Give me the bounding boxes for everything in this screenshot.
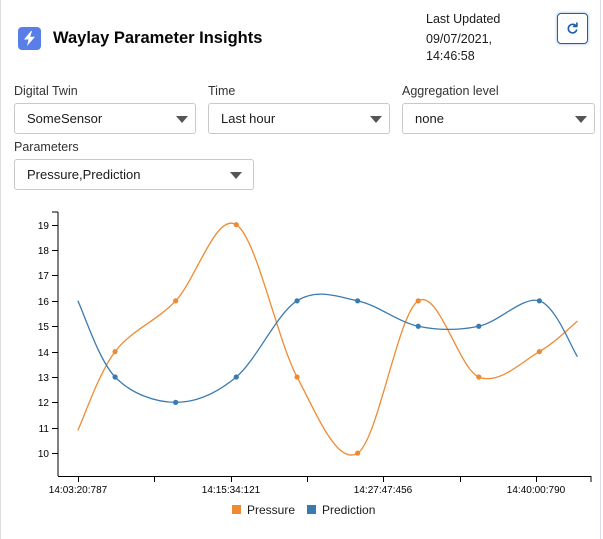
legend-swatch-prediction [307,505,316,514]
aggregation-select[interactable]: none [402,103,595,134]
prediction-data-point [112,374,118,380]
legend-swatch-pressure [232,505,241,514]
x-tick-label: 14:27:47:456 [354,485,413,496]
time-label: Time [208,84,236,98]
last-updated-label: Last Updated [426,12,501,26]
y-tick-label: 11 [39,424,50,435]
y-tick-label: 18 [38,246,50,257]
digital-twin-label: Digital Twin [14,84,78,98]
x-tick-label: 14:40:00:790 [507,485,566,496]
last-updated-date: 09/07/2021, [426,32,493,46]
pressure-data-point [355,450,361,456]
last-updated-info: Last Updated 09/07/2021, 14:46:58 [426,11,500,65]
parameters-value: Pressure,Prediction [27,167,141,182]
y-tick-label: 14 [38,348,50,359]
prediction-series-line [77,293,579,404]
prediction-data-point [476,323,482,329]
prediction-data-point [415,323,421,329]
aggregation-label: Aggregation level [402,84,499,98]
time-select[interactable]: Last hour [208,103,390,134]
refresh-icon [567,22,578,34]
x-tick-label: 14:03:20:787 [49,485,108,496]
lightning-bolt-icon [18,27,41,50]
aggregation-value: none [415,111,444,126]
card-edge [0,0,1,539]
x-tick-label: 14:15:34:121 [202,485,261,496]
y-tick-label: 13 [38,373,50,384]
chevron-down-icon [230,172,242,179]
legend-label-prediction: Prediction [322,503,376,517]
legend-item-pressure[interactable]: Pressure [232,503,295,517]
y-tick-label: 16 [38,297,50,308]
parameters-select[interactable]: Pressure,Prediction [14,159,254,190]
y-tick-label: 12 [38,398,50,409]
prediction-data-point [355,298,361,304]
pressure-data-point [112,349,118,355]
legend-item-prediction[interactable]: Prediction [307,503,375,517]
legend-label-pressure: Pressure [247,503,296,517]
pressure-data-point [536,349,542,355]
digital-twin-value: SomeSensor [27,111,103,126]
digital-twin-select[interactable]: SomeSensor [14,103,196,134]
y-tick-label: 10 [38,449,50,460]
pressure-data-point [476,374,482,380]
prediction-data-point [536,298,542,304]
time-value: Last hour [221,111,276,126]
chevron-down-icon [575,116,587,123]
chevron-down-icon [370,116,382,123]
y-tick-label: 17 [38,271,50,282]
pressure-data-point [294,374,300,380]
pressure-data-point [173,298,179,304]
refresh-button[interactable] [557,13,588,44]
parameters-label: Parameters [14,140,79,154]
last-updated-time: 14:46:58 [426,49,475,63]
prediction-data-point [233,374,239,380]
y-tick-label: 19 [38,221,50,232]
chevron-down-icon [176,116,188,123]
pressure-series-line [77,222,578,456]
app-title: Waylay Parameter Insights [53,29,263,47]
y-tick-label: 15 [38,322,50,333]
pressure-data-point [233,222,239,228]
pressure-data-point [415,298,421,304]
prediction-data-point [173,399,179,405]
prediction-data-point [294,298,300,304]
